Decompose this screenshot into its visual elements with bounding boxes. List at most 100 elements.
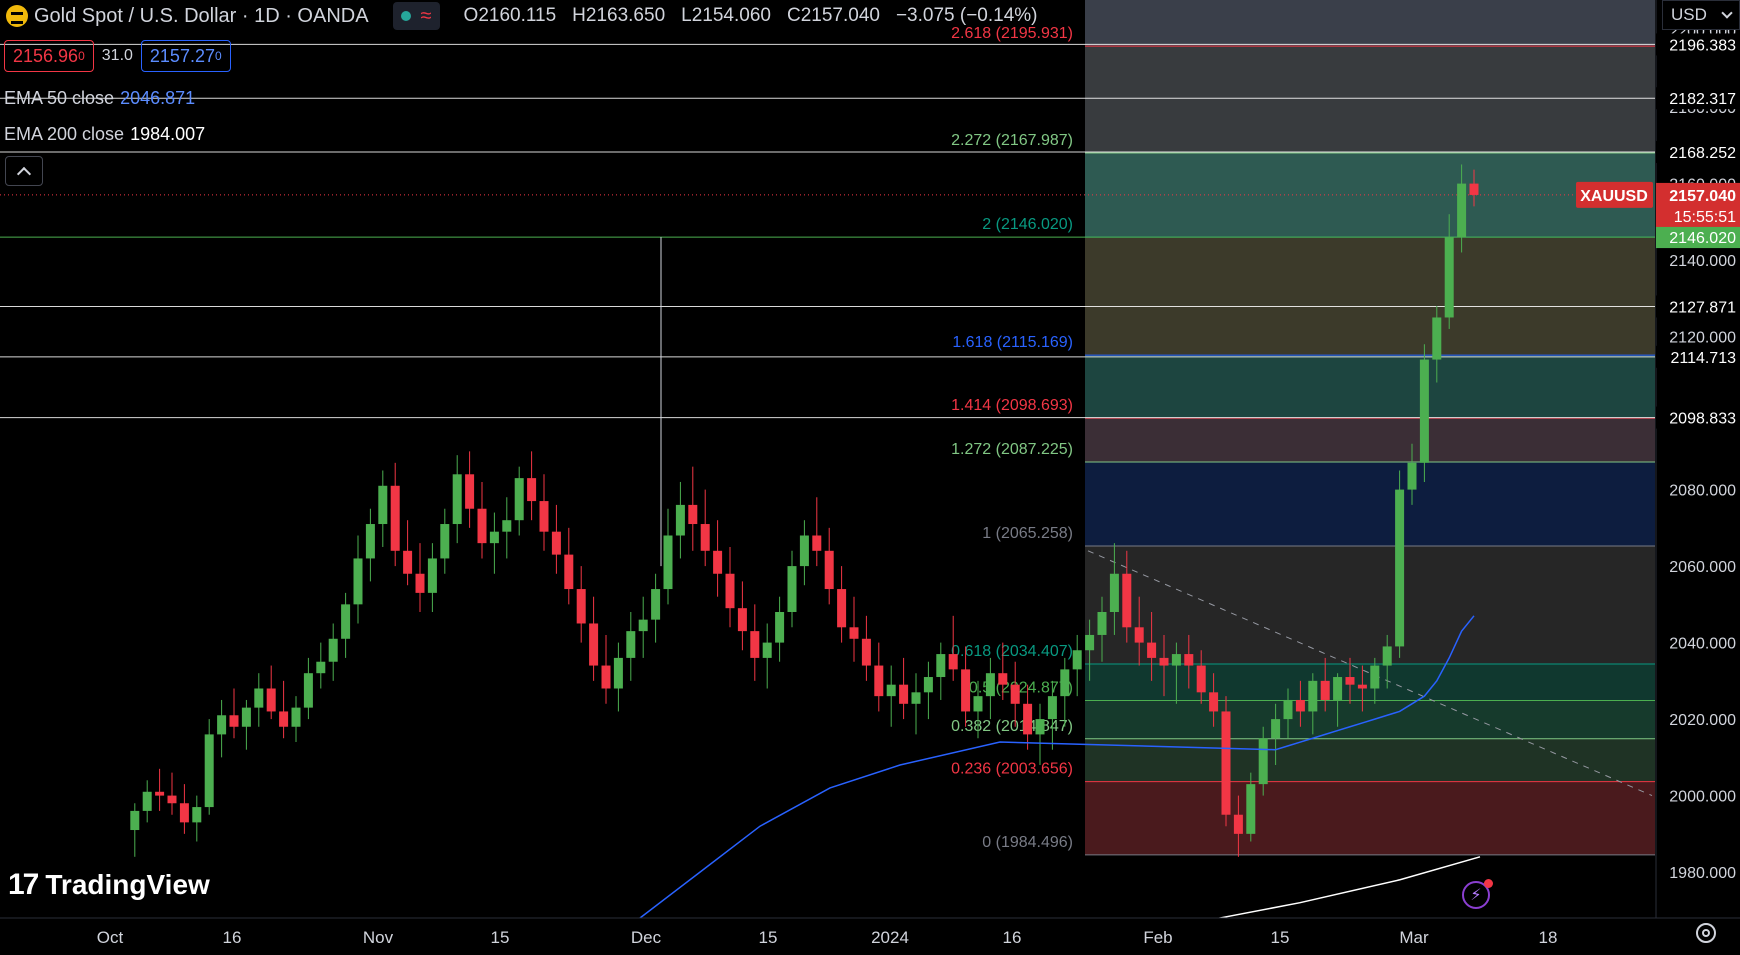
fib-level-label: 2.618 (2195.931) <box>951 25 1073 42</box>
last-price-box <box>1656 182 1740 227</box>
x-tick-label: 18 <box>1539 928 1558 947</box>
y-tick-label: 2080.000 <box>1669 483 1736 500</box>
candle-body <box>1109 573 1119 612</box>
candle-body <box>1196 665 1206 693</box>
collapse-legend-button[interactable] <box>5 156 43 186</box>
ema50-legend[interactable]: EMA 50 close 2046.871 <box>4 88 195 109</box>
candle-body <box>192 807 202 823</box>
fib-level-label: 0.236 (2003.656) <box>951 761 1073 778</box>
candle-body <box>750 631 760 658</box>
x-tick-label: 16 <box>1003 928 1022 947</box>
candle-body <box>415 573 425 593</box>
axis-level-box <box>1656 345 1740 368</box>
candle-body <box>303 673 313 708</box>
lightning-icon[interactable]: ⚡ <box>1462 879 1493 909</box>
candle-body <box>1147 642 1157 658</box>
candle-body <box>1320 680 1330 700</box>
candle-body <box>948 654 958 670</box>
wave-icon: ≈ <box>420 5 432 27</box>
x-tick-label: Feb <box>1143 928 1172 947</box>
axis-level-box <box>1656 226 1740 249</box>
candle-body <box>861 638 871 666</box>
candle-body <box>1345 677 1355 685</box>
candle-body <box>403 550 413 574</box>
candle-body <box>365 524 375 559</box>
candle-body <box>923 677 933 693</box>
trade-buttons: 2156.96 0 31.0 2157.27 0 <box>4 40 231 72</box>
candle-body <box>1432 317 1442 360</box>
fib-level-label: 1 (2065.258) <box>982 525 1073 542</box>
gold-symbol-icon <box>6 5 28 27</box>
axis-level-label: 2114.713 <box>1670 350 1736 367</box>
candle-body <box>564 554 574 590</box>
buy-button[interactable]: 2157.27 0 <box>140 40 231 72</box>
currency-selector[interactable]: USD <box>1662 0 1740 30</box>
spread-value: 31.0 <box>101 47 133 64</box>
candle-body <box>675 504 685 536</box>
tradingview-logo[interactable]: 17 TradingView <box>8 868 210 902</box>
ohlc-key: L <box>681 5 692 26</box>
candle-body <box>973 696 983 712</box>
y-tick-label: 2140.000 <box>1669 253 1736 270</box>
candle-body <box>217 715 227 735</box>
ema200-legend[interactable]: EMA 200 close 1984.007 <box>4 124 205 145</box>
candle-body <box>589 623 599 666</box>
ohlc-value: 2154.060 <box>691 5 771 26</box>
candle-body <box>601 665 611 689</box>
symbol-title[interactable]: Gold Spot / U.S. Dollar · 1D · OANDA <box>34 4 369 27</box>
symbol-tag-label: XAUUSD <box>1580 188 1648 205</box>
fib-level-label: 2 (2146.020) <box>982 216 1073 233</box>
x-tick-label: 16 <box>223 928 242 947</box>
fib-zone <box>1085 700 1655 739</box>
settings-icon[interactable] <box>1696 923 1716 943</box>
x-tick-label: Nov <box>363 928 394 947</box>
ohlc-item: O2160.115 <box>464 5 557 27</box>
candle-body <box>1134 627 1144 643</box>
fib-level-label: 0.382 (2014.847) <box>951 718 1073 735</box>
candle-body <box>539 501 549 532</box>
candle-body <box>1246 784 1256 834</box>
candle-body <box>737 608 747 632</box>
candle-body <box>837 589 847 628</box>
ohlc-value: −3.075 (−0.14%) <box>895 5 1038 26</box>
candle-body <box>167 795 177 804</box>
candle-body <box>874 665 884 697</box>
candle-body <box>638 619 648 632</box>
countdown-label: 15:55:51 <box>1674 209 1736 226</box>
candle-body <box>1047 696 1057 720</box>
fib-zone <box>1085 237 1655 356</box>
candle-body <box>688 504 698 525</box>
fib-zone <box>1085 781 1655 855</box>
x-tick-label: 15 <box>491 928 510 947</box>
fib-zone <box>1085 46 1655 154</box>
candle-body <box>886 684 896 697</box>
candle-body <box>291 707 301 727</box>
x-tick-label: 15 <box>1271 928 1290 947</box>
candle-body <box>1333 677 1343 700</box>
market-status[interactable]: ≈ <box>392 2 440 30</box>
axis-level-label: 2196.383 <box>1669 37 1736 54</box>
candle-body <box>775 612 785 643</box>
candle-body <box>1357 684 1367 689</box>
candle-body <box>613 657 623 689</box>
candle-body <box>254 688 264 708</box>
x-tick-label: Mar <box>1399 928 1429 947</box>
ohlc-item: −3.075 (−0.14%) <box>896 5 1038 27</box>
fib-zone <box>1085 738 1655 782</box>
axis-level-box <box>1656 406 1740 429</box>
sell-button[interactable]: 2156.96 0 <box>4 40 94 72</box>
x-tick-label: 15 <box>759 928 778 947</box>
ema200-line <box>1199 856 1481 923</box>
candle-body <box>651 589 661 620</box>
candle-body <box>353 558 363 605</box>
candle-body <box>204 734 214 808</box>
last-price-label: 2157.040 <box>1669 188 1736 205</box>
candle-body <box>1221 711 1231 815</box>
axis-level-label: 2182.317 <box>1669 91 1736 108</box>
candle-body <box>1085 634 1095 651</box>
axis-level-label: 2168.252 <box>1669 145 1736 162</box>
candle-body <box>899 684 909 704</box>
y-tick-label: 2120.000 <box>1669 330 1736 347</box>
candle-body <box>1295 699 1305 712</box>
